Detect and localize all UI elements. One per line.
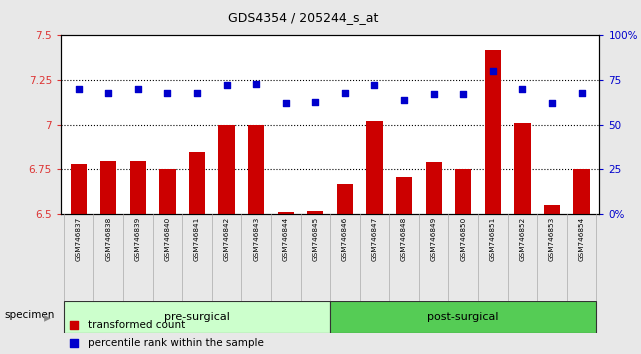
Bar	[574, 170, 590, 214]
Text: transformed count: transformed count	[88, 320, 185, 330]
Text: GSM746846: GSM746846	[342, 217, 348, 261]
Text: specimen: specimen	[5, 310, 55, 320]
Bar	[544, 205, 560, 214]
Text: GSM746852: GSM746852	[519, 217, 526, 261]
Text: GSM746838: GSM746838	[105, 217, 112, 261]
Bar	[337, 184, 353, 214]
Text: GSM746854: GSM746854	[579, 217, 585, 261]
Text: GSM746848: GSM746848	[401, 217, 407, 261]
Point	[340, 90, 350, 96]
Text: GSM746839: GSM746839	[135, 217, 141, 261]
Point	[74, 86, 84, 92]
Bar	[219, 125, 235, 214]
Point	[281, 101, 291, 106]
Bar	[159, 170, 176, 214]
Point	[517, 86, 528, 92]
Point	[221, 82, 231, 88]
Point	[547, 101, 557, 106]
Bar	[330, 301, 596, 333]
Text: GSM746849: GSM746849	[431, 217, 437, 261]
Bar	[129, 161, 146, 214]
Text: GSM746842: GSM746842	[224, 217, 229, 261]
Text: GDS4354 / 205244_s_at: GDS4354 / 205244_s_at	[228, 11, 378, 24]
Point	[103, 90, 113, 96]
Bar	[514, 123, 531, 214]
Bar	[278, 212, 294, 214]
Point	[310, 99, 320, 104]
Bar	[71, 164, 87, 214]
Point	[192, 90, 202, 96]
Point	[251, 81, 262, 86]
Bar	[396, 177, 412, 214]
Bar	[307, 211, 324, 214]
Text: pre-surgical: pre-surgical	[164, 312, 230, 322]
Text: GSM746837: GSM746837	[76, 217, 81, 261]
Point	[458, 92, 469, 97]
Point	[576, 90, 587, 96]
Text: GSM746853: GSM746853	[549, 217, 555, 261]
Text: GSM746843: GSM746843	[253, 217, 259, 261]
Text: post-surgical: post-surgical	[428, 312, 499, 322]
Point	[429, 92, 439, 97]
Bar	[248, 125, 264, 214]
Point	[488, 68, 498, 74]
Text: GSM746840: GSM746840	[164, 217, 171, 261]
Bar	[189, 152, 205, 214]
Point	[69, 322, 79, 327]
Point	[162, 90, 172, 96]
Bar	[455, 170, 471, 214]
Point	[69, 340, 79, 346]
Text: GSM746844: GSM746844	[283, 217, 288, 261]
Text: percentile rank within the sample: percentile rank within the sample	[88, 338, 263, 348]
Text: GSM746845: GSM746845	[312, 217, 319, 261]
Point	[399, 97, 409, 103]
Text: GSM746847: GSM746847	[372, 217, 378, 261]
Text: GSM746850: GSM746850	[460, 217, 466, 261]
Bar	[64, 301, 330, 333]
Text: GSM746841: GSM746841	[194, 217, 200, 261]
Bar	[100, 161, 117, 214]
Bar	[485, 50, 501, 214]
Point	[369, 82, 379, 88]
Point	[133, 86, 143, 92]
Bar	[426, 162, 442, 214]
Text: GSM746851: GSM746851	[490, 217, 496, 261]
Bar	[367, 121, 383, 214]
